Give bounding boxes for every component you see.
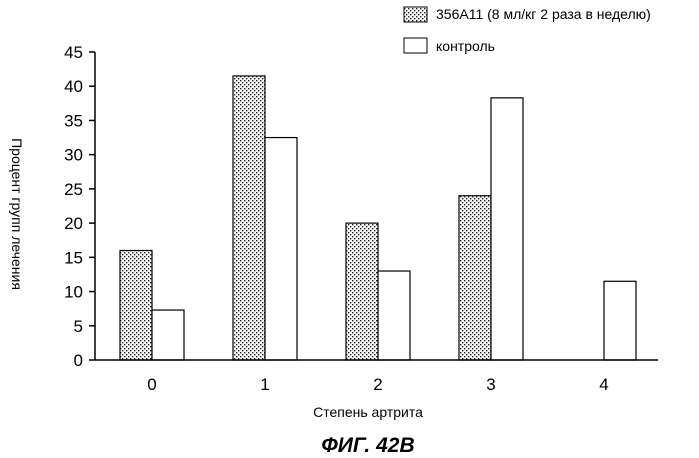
bar-treatment-0 xyxy=(120,250,152,360)
y-tick-label: 35 xyxy=(64,111,83,130)
bar-treatment-3 xyxy=(459,196,491,360)
bar-control-2 xyxy=(378,271,410,360)
x-axis-ticks: 0 1 2 3 4 xyxy=(147,375,608,394)
y-tick-label: 25 xyxy=(64,180,83,199)
x-tick-label-0: 0 xyxy=(147,375,156,394)
bar-control-1 xyxy=(265,138,297,360)
y-tick-label: 5 xyxy=(74,317,83,336)
y-tick-label: 30 xyxy=(64,146,83,165)
bar-control-3 xyxy=(491,98,523,360)
bar-treatment-1 xyxy=(233,76,265,360)
x-tick-label-1: 1 xyxy=(260,375,269,394)
y-tick-label: 40 xyxy=(64,77,83,96)
y-axis-ticks: 0 5 10 15 20 25 30 35 40 45 xyxy=(64,43,95,370)
x-tick-label-3: 3 xyxy=(486,375,495,394)
bar-treatment-2 xyxy=(346,223,378,360)
y-tick-label: 20 xyxy=(64,214,83,233)
y-tick-label: 0 xyxy=(74,351,83,370)
y-tick-label: 10 xyxy=(64,283,83,302)
x-tick-label-4: 4 xyxy=(599,375,608,394)
x-tick-label-2: 2 xyxy=(373,375,382,394)
legend-label-control: контроль xyxy=(436,38,495,54)
bars xyxy=(120,76,636,360)
legend-swatch-dotted xyxy=(404,7,427,22)
y-tick-label: 45 xyxy=(64,43,83,62)
figure-caption: ФИГ. 42В xyxy=(321,434,414,457)
bar-control-4 xyxy=(604,281,636,360)
legend-label-356a11: 356A11 (8 мл/кг 2 раза в неделю) xyxy=(436,6,651,22)
legend: 356A11 (8 мл/кг 2 раза в неделю) контрол… xyxy=(404,6,651,54)
y-axis-title: Процент групп лечения xyxy=(9,138,25,290)
x-axis-title: Степень артрита xyxy=(313,404,423,420)
y-tick-label: 15 xyxy=(64,248,83,267)
bar-control-0 xyxy=(152,310,184,360)
legend-swatch-white xyxy=(404,38,427,53)
